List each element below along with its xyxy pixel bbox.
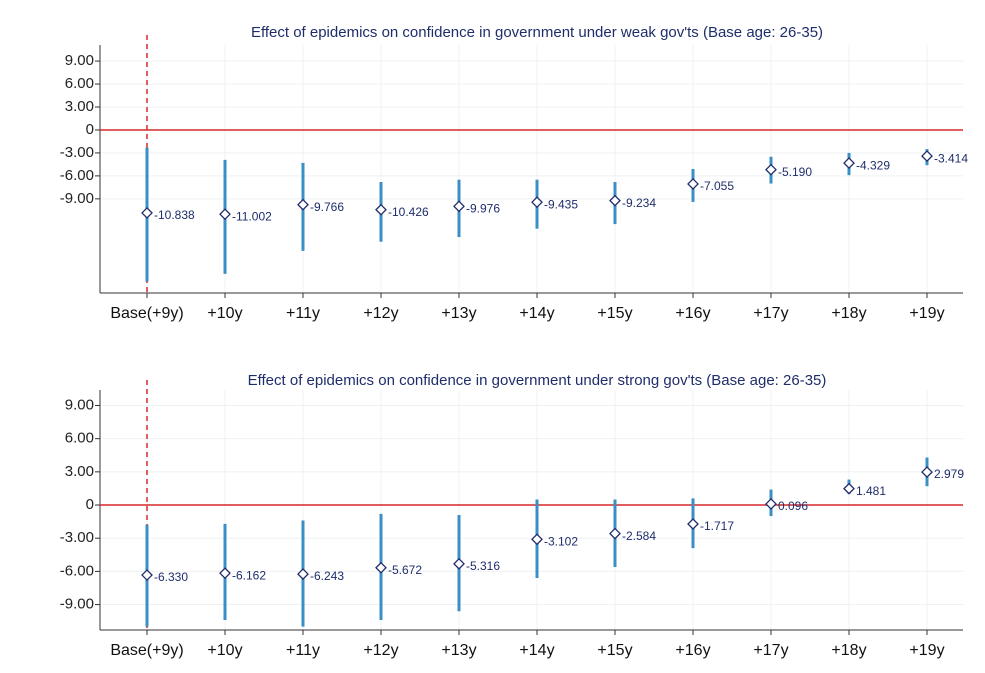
point [453, 557, 465, 570]
value-label: -4.329 [856, 158, 890, 172]
x-tick-label: +18y [831, 642, 866, 659]
chart-title: Effect of epidemics on confidence in gov… [251, 24, 823, 41]
point [141, 569, 153, 581]
value-label: -9.976 [466, 201, 500, 215]
x-tick-label: +14y [519, 642, 554, 659]
value-label: -5.316 [466, 559, 500, 573]
y-tick-label: 6.00 [65, 75, 94, 92]
point [141, 207, 153, 219]
x-tick-label: +11y [286, 642, 320, 659]
x-tick-label: +16y [675, 305, 710, 322]
value-label: -10.838 [154, 208, 195, 222]
point [297, 568, 309, 580]
value-label: -3.414 [934, 151, 968, 165]
value-label: -5.672 [388, 563, 422, 577]
x-tick-label: +10y [207, 305, 242, 322]
point [453, 200, 465, 213]
point [687, 518, 699, 530]
y-tick-label: 3.00 [65, 98, 94, 115]
chart-title: Effect of epidemics on confidence in gov… [248, 372, 827, 389]
value-label: -11.002 [232, 209, 272, 223]
y-tick-label: -9.00 [60, 190, 94, 207]
x-tick-label: +12y [363, 305, 398, 322]
x-tick-label: Base(+9y) [110, 642, 183, 659]
point [609, 194, 621, 207]
point [609, 527, 621, 540]
point [843, 482, 855, 495]
value-label: -2.584 [622, 529, 656, 543]
y-tick-label: -3.00 [60, 144, 94, 161]
y-tick-label: 0 [86, 121, 94, 138]
value-label: -7.055 [700, 179, 734, 193]
point [375, 561, 387, 574]
x-tick-label: +17y [753, 642, 788, 659]
value-label: 2.979 [934, 467, 964, 481]
y-tick-label: -3.00 [60, 529, 94, 546]
x-tick-label: +14y [519, 305, 554, 322]
x-tick-label: +12y [363, 642, 398, 659]
y-tick-label: -9.00 [60, 596, 94, 613]
point [687, 178, 699, 190]
value-label: -6.162 [232, 568, 266, 582]
value-label: 0.096 [778, 499, 808, 513]
y-tick-label: 0 [86, 496, 94, 513]
y-tick-label: 3.00 [65, 463, 94, 480]
point [531, 196, 543, 209]
point [765, 163, 777, 176]
x-tick-label: +13y [441, 305, 476, 322]
point [921, 150, 933, 163]
x-tick-label: +18y [831, 305, 866, 322]
value-label: -9.766 [310, 200, 344, 214]
value-label: -6.330 [154, 570, 188, 584]
x-tick-label: +16y [675, 642, 710, 659]
point [297, 198, 309, 211]
value-label: -1.717 [700, 519, 734, 533]
value-label: -5.190 [778, 165, 812, 179]
x-tick-label: +17y [753, 305, 788, 322]
x-tick-label: +11y [286, 305, 320, 322]
point [843, 157, 855, 170]
x-tick-label: +19y [909, 642, 944, 659]
value-label: -10.426 [388, 205, 429, 219]
y-tick-label: 9.00 [65, 396, 94, 413]
x-tick-label: +15y [597, 642, 632, 659]
y-tick-label: 9.00 [65, 52, 94, 69]
x-tick-label: +15y [597, 305, 632, 322]
value-label: -3.102 [544, 535, 578, 549]
x-tick-label: +10y [207, 642, 242, 659]
value-label: -9.234 [622, 196, 656, 210]
point [219, 208, 231, 221]
x-tick-label: +13y [441, 642, 476, 659]
y-tick-label: -6.00 [60, 562, 94, 579]
value-label: -9.435 [544, 197, 578, 211]
x-tick-label: Base(+9y) [110, 305, 183, 322]
value-label: 1.481 [856, 484, 886, 498]
point [765, 498, 777, 510]
x-tick-label: +19y [909, 305, 944, 322]
value-label: -6.243 [310, 569, 344, 583]
point [921, 466, 933, 478]
point [375, 203, 387, 216]
y-tick-label: -6.00 [60, 167, 94, 184]
y-tick-label: 6.00 [65, 430, 94, 447]
point [219, 567, 231, 580]
point [531, 533, 543, 546]
